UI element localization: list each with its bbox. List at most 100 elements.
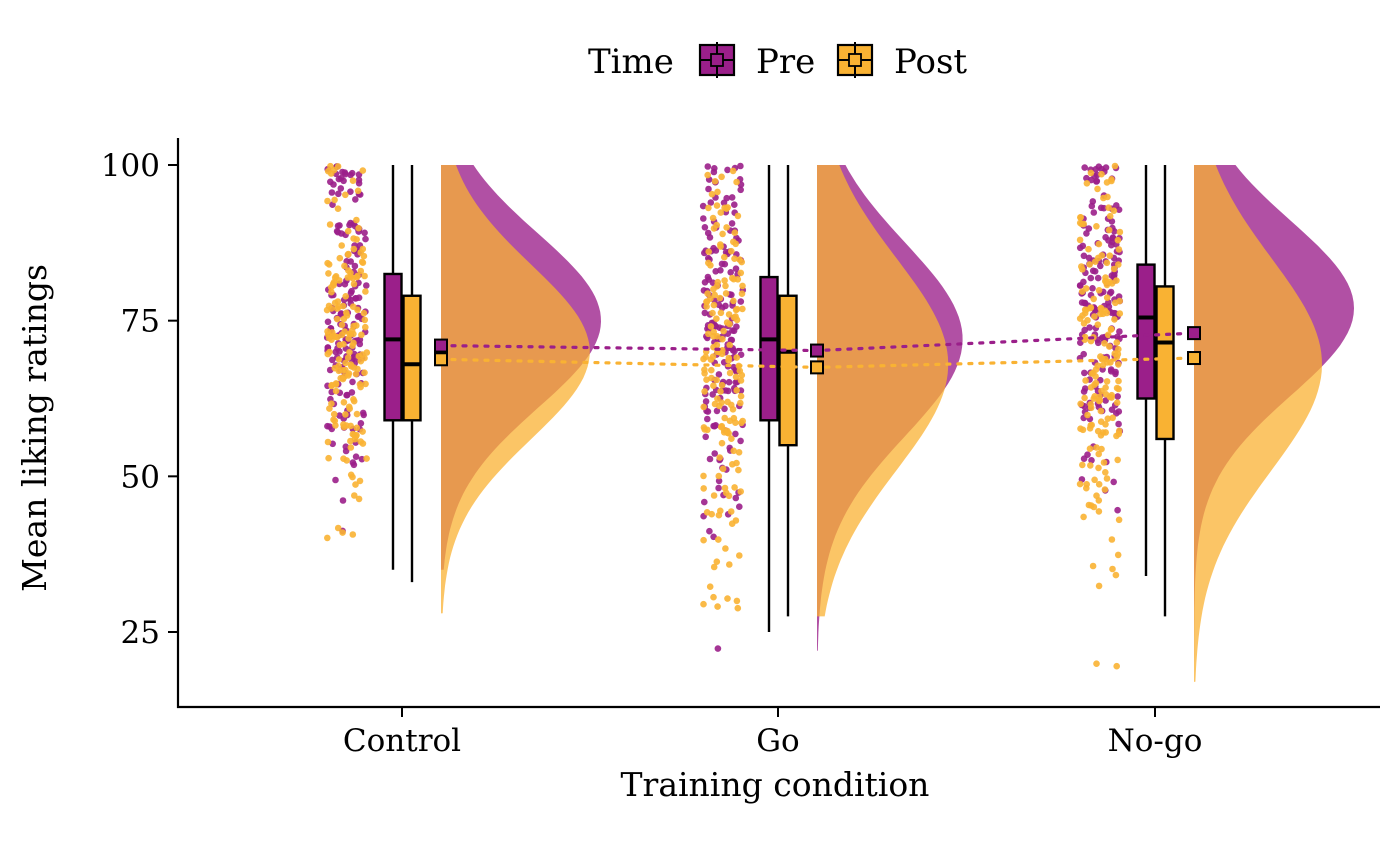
data-point	[714, 188, 721, 196]
data-point	[728, 194, 736, 201]
data-point	[1097, 304, 1105, 312]
data-point	[712, 247, 720, 254]
data-point	[340, 455, 347, 463]
data-point	[731, 255, 738, 262]
data-point	[1079, 242, 1087, 250]
axes: 25 50 75 100 Control Go No-go Training condit…	[15, 138, 1380, 804]
raw-points-go	[699, 162, 747, 652]
data-point	[1095, 582, 1103, 590]
data-point	[732, 265, 740, 273]
data-point	[324, 318, 332, 326]
data-point	[357, 267, 365, 275]
data-point	[351, 262, 359, 270]
data-point	[1111, 162, 1119, 170]
data-point	[736, 256, 743, 263]
data-point	[716, 294, 724, 302]
data-point	[711, 400, 719, 408]
data-point	[722, 545, 729, 552]
data-point	[1098, 445, 1105, 453]
data-point	[1085, 245, 1092, 253]
data-point	[333, 315, 341, 323]
data-point	[352, 370, 360, 378]
plot-area	[323, 162, 1354, 682]
data-point	[704, 163, 712, 170]
data-point	[724, 429, 731, 437]
data-point	[714, 278, 721, 286]
data-point	[347, 289, 355, 297]
data-point	[699, 202, 707, 210]
data-point	[331, 299, 339, 307]
data-point	[1102, 164, 1110, 171]
data-point	[1092, 258, 1099, 266]
data-point	[1077, 282, 1084, 289]
data-point	[1115, 516, 1123, 524]
data-point	[721, 414, 728, 422]
data-point	[1102, 421, 1109, 428]
data-point	[1091, 393, 1098, 400]
data-point	[338, 242, 346, 249]
data-point	[344, 227, 352, 235]
data-point	[732, 373, 740, 381]
data-point	[720, 199, 728, 207]
data-point	[709, 353, 717, 361]
data-point	[348, 327, 356, 334]
data-point	[331, 364, 339, 372]
data-point	[737, 269, 745, 277]
data-point	[700, 472, 707, 480]
data-point	[325, 270, 332, 277]
data-point	[705, 330, 712, 338]
data-point	[726, 320, 733, 328]
data-point	[1088, 457, 1095, 464]
data-point	[1109, 414, 1116, 422]
data-point	[336, 412, 343, 419]
legend-key-pre	[698, 42, 736, 78]
data-point	[729, 274, 736, 282]
data-point	[1080, 455, 1088, 463]
data-point	[1108, 394, 1115, 401]
data-point	[1095, 464, 1102, 472]
data-point	[343, 309, 350, 317]
data-point	[708, 366, 715, 374]
data-point	[1115, 345, 1122, 353]
box	[402, 294, 422, 422]
data-point	[349, 303, 357, 311]
data-point	[1077, 214, 1084, 221]
data-point	[1115, 377, 1122, 385]
data-point	[706, 527, 713, 535]
data-point	[1088, 421, 1095, 429]
data-point	[729, 167, 737, 175]
data-point	[720, 327, 727, 335]
data-point	[1084, 411, 1091, 419]
data-point	[1095, 287, 1103, 294]
data-point	[702, 353, 709, 361]
data-point	[724, 595, 731, 602]
data-point	[710, 382, 717, 390]
data-point	[739, 282, 746, 290]
data-point	[1108, 280, 1116, 287]
data-point	[346, 348, 353, 356]
data-point	[739, 417, 746, 425]
data-point	[359, 409, 367, 417]
data-point	[716, 454, 723, 461]
data-point	[1079, 312, 1086, 319]
data-point	[349, 473, 356, 481]
data-point	[717, 309, 725, 317]
data-point	[342, 359, 349, 367]
data-point	[711, 450, 718, 457]
density-post-no-go	[1194, 165, 1322, 682]
data-point	[718, 381, 726, 389]
data-point	[1088, 202, 1096, 210]
data-point	[347, 171, 354, 179]
data-point	[357, 438, 365, 445]
data-point	[1086, 445, 1094, 453]
data-point	[730, 238, 737, 246]
data-point	[715, 472, 723, 480]
data-point	[1090, 209, 1098, 216]
data-point	[726, 341, 733, 349]
data-point	[347, 444, 355, 451]
data-point	[326, 348, 333, 356]
data-point	[329, 356, 336, 364]
data-point	[1087, 462, 1094, 469]
data-point	[734, 212, 742, 220]
data-point	[1089, 285, 1096, 292]
